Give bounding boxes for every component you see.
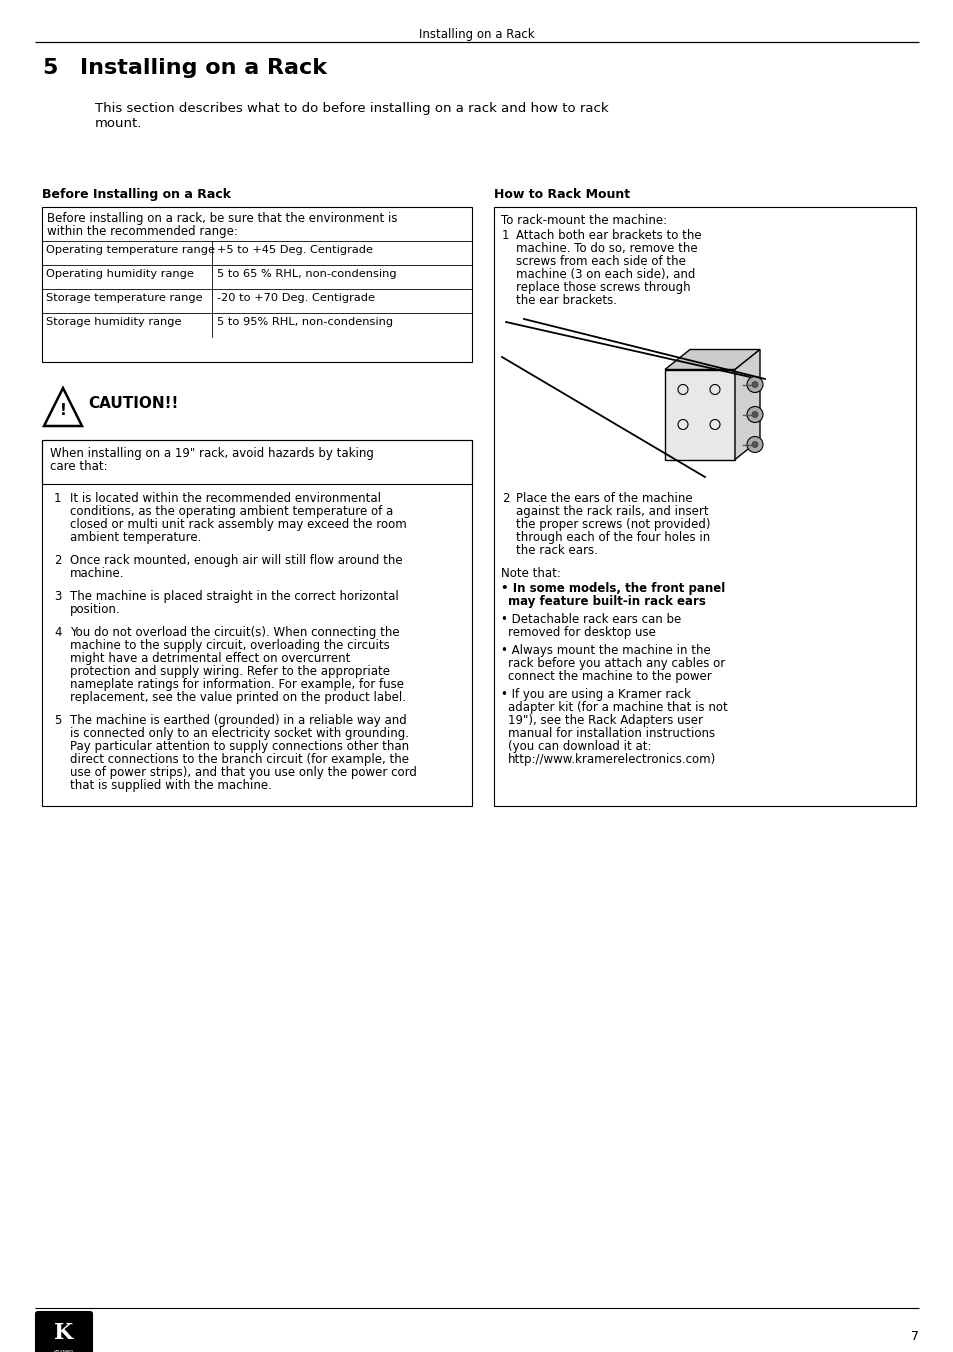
Text: • In some models, the front panel: • In some models, the front panel <box>500 581 724 595</box>
Text: Pay particular attention to supply connections other than: Pay particular attention to supply conne… <box>70 740 409 753</box>
Polygon shape <box>734 350 760 460</box>
Text: protection and supply wiring. Refer to the appropriate: protection and supply wiring. Refer to t… <box>70 665 390 677</box>
Text: 4: 4 <box>54 626 61 639</box>
Text: machine (3 on each side), and: machine (3 on each side), and <box>516 268 695 281</box>
Text: position.: position. <box>70 603 120 617</box>
Text: Attach both ear brackets to the: Attach both ear brackets to the <box>516 228 700 242</box>
Text: within the recommended range:: within the recommended range: <box>47 224 237 238</box>
Text: The machine is earthed (grounded) in a reliable way and: The machine is earthed (grounded) in a r… <box>70 714 406 727</box>
Text: replace those screws through: replace those screws through <box>516 281 690 293</box>
Text: 1: 1 <box>501 228 509 242</box>
Polygon shape <box>664 350 760 369</box>
Text: replacement, see the value printed on the product label.: replacement, see the value printed on th… <box>70 691 406 704</box>
Bar <box>42 439 472 806</box>
Text: conditions, as the operating ambient temperature of a: conditions, as the operating ambient tem… <box>70 506 393 518</box>
Text: machine. To do so, remove the: machine. To do so, remove the <box>516 242 697 256</box>
FancyBboxPatch shape <box>664 369 734 460</box>
Text: K: K <box>54 1322 73 1344</box>
Text: KRAMER: KRAMER <box>53 1351 74 1352</box>
Text: direct connections to the branch circuit (for example, the: direct connections to the branch circuit… <box>70 753 409 767</box>
Text: Once rack mounted, enough air will still flow around the: Once rack mounted, enough air will still… <box>70 554 402 566</box>
Text: Note that:: Note that: <box>500 566 560 580</box>
Text: -20 to +70 Deg. Centigrade: -20 to +70 Deg. Centigrade <box>216 293 375 303</box>
Text: • Always mount the machine in the: • Always mount the machine in the <box>500 644 710 657</box>
Text: 5: 5 <box>54 714 61 727</box>
Text: Before installing on a rack, be sure that the environment is: Before installing on a rack, be sure tha… <box>47 212 397 224</box>
Text: 5 to 95% RHL, non-condensing: 5 to 95% RHL, non-condensing <box>216 316 393 327</box>
Text: 1: 1 <box>54 492 61 506</box>
Text: • Detachable rack ears can be: • Detachable rack ears can be <box>500 612 680 626</box>
Text: adapter kit (for a machine that is not: adapter kit (for a machine that is not <box>507 700 727 714</box>
Bar <box>42 207 472 362</box>
Text: Installing on a Rack: Installing on a Rack <box>418 28 535 41</box>
Text: You do not overload the circuit(s). When connecting the: You do not overload the circuit(s). When… <box>70 626 399 639</box>
Text: +5 to +45 Deg. Centigrade: +5 to +45 Deg. Centigrade <box>216 245 373 256</box>
Text: Storage humidity range: Storage humidity range <box>46 316 181 327</box>
Bar <box>42 439 472 484</box>
Text: the proper screws (not provided): the proper screws (not provided) <box>516 518 710 531</box>
Text: This section describes what to do before installing on a rack and how to rack
mo: This section describes what to do before… <box>95 101 608 130</box>
Text: care that:: care that: <box>50 460 108 473</box>
Text: Installing on a Rack: Installing on a Rack <box>80 58 327 78</box>
Text: Place the ears of the machine: Place the ears of the machine <box>516 492 692 506</box>
Text: machine to the supply circuit, overloading the circuits: machine to the supply circuit, overloadi… <box>70 639 390 652</box>
Text: through each of the four holes in: through each of the four holes in <box>516 531 709 544</box>
Text: nameplate ratings for information. For example, for fuse: nameplate ratings for information. For e… <box>70 677 403 691</box>
Text: use of power strips), and that you use only the power cord: use of power strips), and that you use o… <box>70 767 416 779</box>
Text: (you can download it at:: (you can download it at: <box>507 740 651 753</box>
Text: might have a detrimental effect on overcurrent: might have a detrimental effect on overc… <box>70 652 350 665</box>
Text: removed for desktop use: removed for desktop use <box>507 626 656 639</box>
FancyBboxPatch shape <box>36 1311 91 1352</box>
Text: against the rack rails, and insert: against the rack rails, and insert <box>516 506 708 518</box>
Text: the ear brackets.: the ear brackets. <box>516 293 617 307</box>
Text: the rack ears.: the rack ears. <box>516 544 598 557</box>
Text: that is supplied with the machine.: that is supplied with the machine. <box>70 779 272 792</box>
Text: 5 to 65 % RHL, non-condensing: 5 to 65 % RHL, non-condensing <box>216 269 396 279</box>
Text: is connected only to an electricity socket with grounding.: is connected only to an electricity sock… <box>70 727 409 740</box>
Circle shape <box>751 442 758 448</box>
Text: machine.: machine. <box>70 566 125 580</box>
Text: 3: 3 <box>54 589 61 603</box>
Text: When installing on a 19" rack, avoid hazards by taking: When installing on a 19" rack, avoid haz… <box>50 448 374 460</box>
Text: manual for installation instructions: manual for installation instructions <box>507 727 715 740</box>
Circle shape <box>751 381 758 388</box>
Text: • If you are using a Kramer rack: • If you are using a Kramer rack <box>500 688 690 700</box>
Text: Storage temperature range: Storage temperature range <box>46 293 202 303</box>
Circle shape <box>746 437 762 453</box>
Text: 5: 5 <box>42 58 57 78</box>
Text: screws from each side of the: screws from each side of the <box>516 256 685 268</box>
Text: Before Installing on a Rack: Before Installing on a Rack <box>42 188 231 201</box>
Circle shape <box>746 407 762 422</box>
Text: Operating temperature range: Operating temperature range <box>46 245 214 256</box>
Text: http://www.kramerelectronics.com): http://www.kramerelectronics.com) <box>507 753 716 767</box>
Text: may feature built-in rack ears: may feature built-in rack ears <box>507 595 705 608</box>
Text: 2: 2 <box>501 492 509 506</box>
Text: To rack-mount the machine:: To rack-mount the machine: <box>500 214 666 227</box>
Circle shape <box>746 376 762 392</box>
Text: 7: 7 <box>910 1330 918 1343</box>
Text: Operating humidity range: Operating humidity range <box>46 269 193 279</box>
Text: 19"), see the Rack Adapters user: 19"), see the Rack Adapters user <box>507 714 702 727</box>
Text: How to Rack Mount: How to Rack Mount <box>494 188 630 201</box>
Text: It is located within the recommended environmental: It is located within the recommended env… <box>70 492 380 506</box>
Text: ambient temperature.: ambient temperature. <box>70 531 201 544</box>
Text: !: ! <box>59 403 67 418</box>
Bar <box>494 207 915 806</box>
Text: closed or multi unit rack assembly may exceed the room: closed or multi unit rack assembly may e… <box>70 518 406 531</box>
Text: 2: 2 <box>54 554 61 566</box>
Circle shape <box>751 411 758 418</box>
Text: connect the machine to the power: connect the machine to the power <box>507 671 711 683</box>
Text: The machine is placed straight in the correct horizontal: The machine is placed straight in the co… <box>70 589 398 603</box>
Text: CAUTION!!: CAUTION!! <box>88 396 178 411</box>
Text: rack before you attach any cables or: rack before you attach any cables or <box>507 657 724 671</box>
